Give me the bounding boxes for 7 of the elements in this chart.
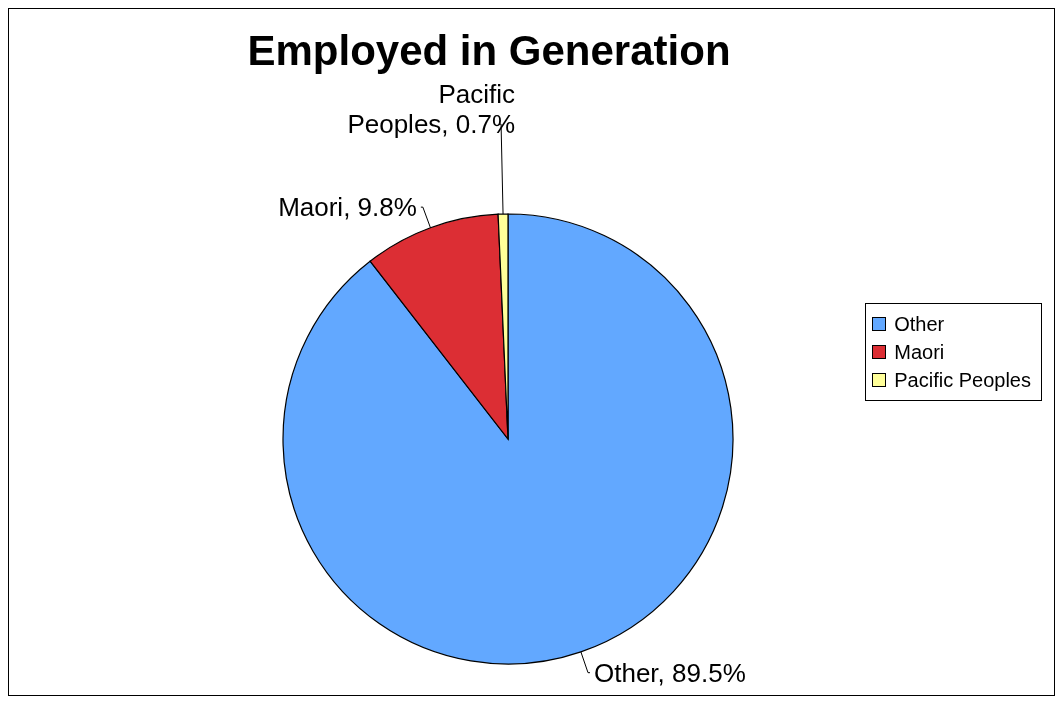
data-label: Pacific Peoples, 0.7% (347, 79, 516, 140)
data-label: Other, 89.5% (594, 657, 746, 688)
legend-label: Other (894, 312, 945, 337)
legend-label: Pacific Peoples (894, 368, 1031, 393)
legend-label: Maori (894, 340, 945, 365)
chart-title: Employed in Generation (246, 27, 732, 75)
data-label: Maori, 9.8% (278, 192, 417, 223)
